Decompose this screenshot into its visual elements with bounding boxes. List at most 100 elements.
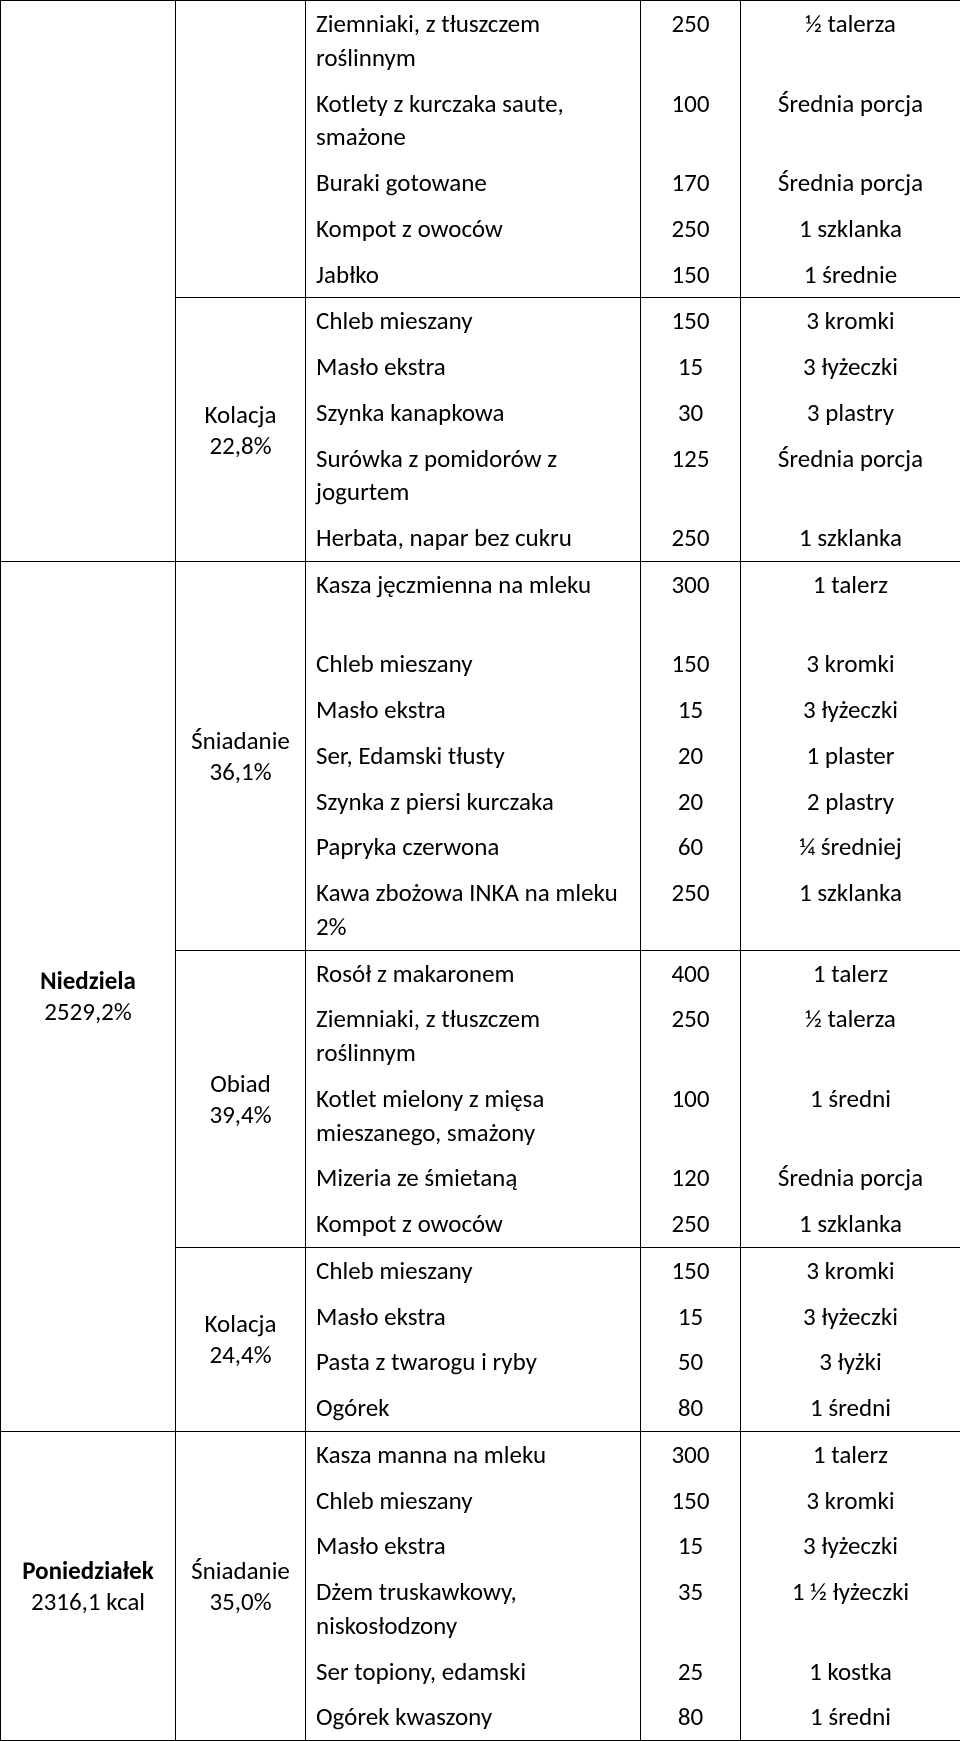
item-name-cell: Papryka czerwona — [306, 824, 641, 870]
item-name-cell: Ziemniaki, z tłuszczem roślinnym — [306, 1, 641, 81]
meal-pct: 39,4% — [186, 1099, 295, 1130]
item-name-cell: Chleb mieszany — [306, 1478, 641, 1524]
item-grams-cell: 250 — [641, 996, 741, 1076]
item-name-cell: Kotlety z kurczaka saute, smażone — [306, 81, 641, 161]
item-grams-cell: 120 — [641, 1155, 741, 1201]
item-grams-cell: 35 — [641, 1569, 741, 1649]
item-grams-cell: 80 — [641, 1694, 741, 1740]
item-name-cell: Kompot z owoców — [306, 1201, 641, 1247]
meal-cell: Śniadanie36,1% — [176, 561, 306, 950]
item-grams-cell: 250 — [641, 1, 741, 81]
item-name-cell: Kasza jęczmienna na mleku — [306, 561, 641, 641]
item-name: Rosół z makaronem — [316, 957, 630, 991]
item-grams: 400 — [651, 957, 730, 991]
item-name-cell: Masło ekstra — [306, 1294, 641, 1340]
item-name: Szynka z piersi kurczaka — [316, 785, 630, 819]
item-name: Jabłko — [316, 258, 630, 292]
diet-plan-table: Ziemniaki, z tłuszczem roślinnym 250 ½ tal… — [0, 0, 960, 1741]
item-grams: 250 — [651, 1002, 730, 1036]
item-portion-cell: 1 talerz — [741, 1431, 960, 1477]
item-name-cell: Masło ekstra — [306, 1523, 641, 1569]
item-portion: 1 ½ łyżeczki — [751, 1575, 950, 1609]
item-grams-cell: 20 — [641, 779, 741, 825]
item-portion: 3 łyżeczki — [751, 693, 950, 727]
item-grams: 80 — [651, 1700, 730, 1734]
item-portion: ½ talerza — [751, 1002, 950, 1036]
item-portion: 3 kromki — [751, 304, 950, 338]
item-grams: 80 — [651, 1391, 730, 1425]
item-grams-cell: 300 — [641, 561, 741, 641]
item-portion: 3 kromki — [751, 1254, 950, 1288]
item-portion-cell: 1 szklanka — [741, 206, 960, 252]
item-name: Kotlety z kurczaka saute, smażone — [316, 87, 630, 155]
item-grams: 15 — [651, 1300, 730, 1334]
day-name: Niedziela — [11, 965, 165, 996]
item-name-cell: Chleb mieszany — [306, 298, 641, 344]
item-grams-cell: 25 — [641, 1649, 741, 1695]
item-portion: ½ talerza — [751, 7, 950, 41]
item-name: Masło ekstra — [316, 1529, 630, 1563]
item-name: Kasza jęczmienna na mleku — [316, 568, 630, 636]
item-name-cell: Chleb mieszany — [306, 1247, 641, 1293]
item-grams-cell: 250 — [641, 206, 741, 252]
item-grams: 170 — [651, 166, 730, 200]
item-grams: 150 — [651, 647, 730, 681]
item-name: Mizeria ze śmietaną — [316, 1161, 630, 1195]
item-portion: Średnia porcja — [751, 442, 950, 476]
item-portion-cell: 1 szklanka — [741, 870, 960, 950]
item-portion-cell: 1 średni — [741, 1385, 960, 1431]
item-name: Ogórek — [316, 1391, 630, 1425]
item-grams: 150 — [651, 1484, 730, 1518]
item-portion-cell: 1 średni — [741, 1694, 960, 1740]
item-portion-cell: 3 kromki — [741, 298, 960, 344]
meal-label: Śniadanie — [186, 725, 295, 756]
item-grams: 300 — [651, 568, 730, 602]
item-grams-cell: 150 — [641, 298, 741, 344]
item-grams-cell: 60 — [641, 824, 741, 870]
item-portion: 3 łyżeczki — [751, 1300, 950, 1334]
item-grams-cell: 15 — [641, 687, 741, 733]
item-portion: ¼ średniej — [751, 830, 950, 864]
item-name-cell: Herbata, napar bez cukru — [306, 515, 641, 561]
item-grams-cell: 20 — [641, 733, 741, 779]
item-portion: Średnia porcja — [751, 166, 950, 200]
item-portion: 1 średnie — [751, 258, 950, 292]
item-name: Ogórek kwaszony — [316, 1700, 630, 1734]
item-name-cell: Kotlet mielony z mięsa mieszanego, smażo… — [306, 1076, 641, 1156]
item-grams: 250 — [651, 7, 730, 41]
item-name-cell: Ser topiony, edamski — [306, 1649, 641, 1695]
item-portion: Średnia porcja — [751, 1161, 950, 1195]
item-name-cell: Ogórek kwaszony — [306, 1694, 641, 1740]
item-grams: 15 — [651, 1529, 730, 1563]
item-portion-cell: ¼ średniej — [741, 824, 960, 870]
item-name: Pasta z twarogu i ryby — [316, 1345, 630, 1379]
item-grams: 20 — [651, 739, 730, 773]
day-cell: Niedziela2529,2% — [1, 561, 176, 1431]
item-portion: 1 szklanka — [751, 212, 950, 246]
item-portion: 3 łyżki — [751, 1345, 950, 1379]
item-portion-cell: 3 kromki — [741, 641, 960, 687]
item-name: Kompot z owoców — [316, 212, 630, 246]
item-grams-cell: 170 — [641, 160, 741, 206]
item-name-cell: Buraki gotowane — [306, 160, 641, 206]
item-grams-cell: 15 — [641, 1294, 741, 1340]
item-name: Herbata, napar bez cukru — [316, 521, 630, 555]
item-name-cell: Dżem truskawkowy, niskosłodzony — [306, 1569, 641, 1649]
item-portion-cell: Średnia porcja — [741, 81, 960, 161]
item-portion: 1 szklanka — [751, 1207, 950, 1241]
meal-cell — [176, 1, 306, 298]
item-portion: Średnia porcja — [751, 87, 950, 121]
item-grams-cell: 250 — [641, 870, 741, 950]
item-name: Kompot z owoców — [316, 1207, 630, 1241]
item-name: Ziemniaki, z tłuszczem roślinnym — [316, 7, 630, 75]
item-name-cell: Kompot z owoców — [306, 206, 641, 252]
item-portion-cell: 3 łyżeczki — [741, 344, 960, 390]
item-grams-cell: 80 — [641, 1385, 741, 1431]
table-row: Niedziela2529,2%Śniadanie36,1%Kasza jęcz… — [1, 561, 960, 641]
item-name-cell: Jabłko — [306, 252, 641, 298]
item-grams-cell: 150 — [641, 1247, 741, 1293]
item-name-cell: Surówka z pomidorów z jogurtem — [306, 436, 641, 516]
item-portion: 3 kromki — [751, 647, 950, 681]
item-grams-cell: 250 — [641, 515, 741, 561]
item-name: Kawa zbożowa INKA na mleku 2% — [316, 876, 630, 944]
